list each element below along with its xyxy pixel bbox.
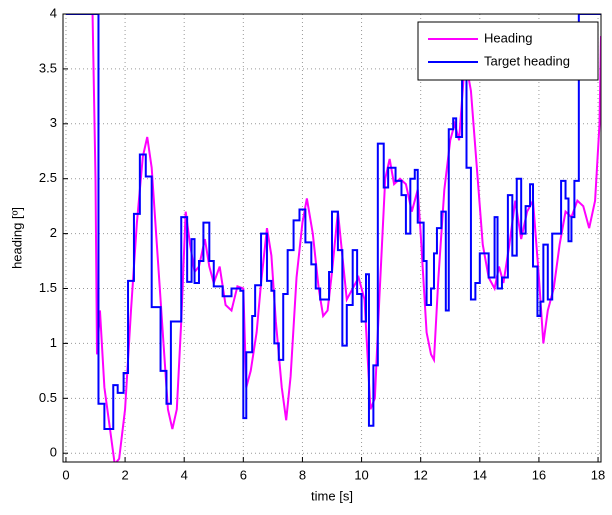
legend: Heading Target heading [417,21,599,81]
y-tick-label: 1.5 [39,280,57,295]
y-tick-label: 3 [50,115,57,130]
x-tick-label: 8 [299,467,306,482]
y-axis-label: heading [º] [9,207,24,269]
x-tick-label: 0 [62,467,69,482]
x-tick-label: 6 [240,467,247,482]
y-tick-label: 2.5 [39,170,57,185]
x-tick-label: 2 [121,467,128,482]
legend-label: Heading [484,30,532,45]
legend-box [417,21,599,81]
legend-label: Target heading [484,53,570,68]
y-tick-label: 2 [50,225,57,240]
y-tick-label: 1 [50,335,57,350]
y-tick-label: 0 [50,445,57,460]
x-tick-label: 10 [354,467,368,482]
y-tick-label: 4 [50,5,57,20]
y-tick-label: 0.5 [39,390,57,405]
x-tick-label: 18 [591,467,605,482]
axes-frame [62,13,602,463]
plot-area [65,14,601,462]
x-tick-label: 12 [413,467,427,482]
x-tick-label: 4 [181,467,188,482]
x-tick-label: 14 [473,467,487,482]
series-line [65,14,601,431]
x-axis-label: time [s] [311,488,353,503]
x-tick-label: 16 [532,467,546,482]
y-tick-label: 3.5 [39,60,57,75]
